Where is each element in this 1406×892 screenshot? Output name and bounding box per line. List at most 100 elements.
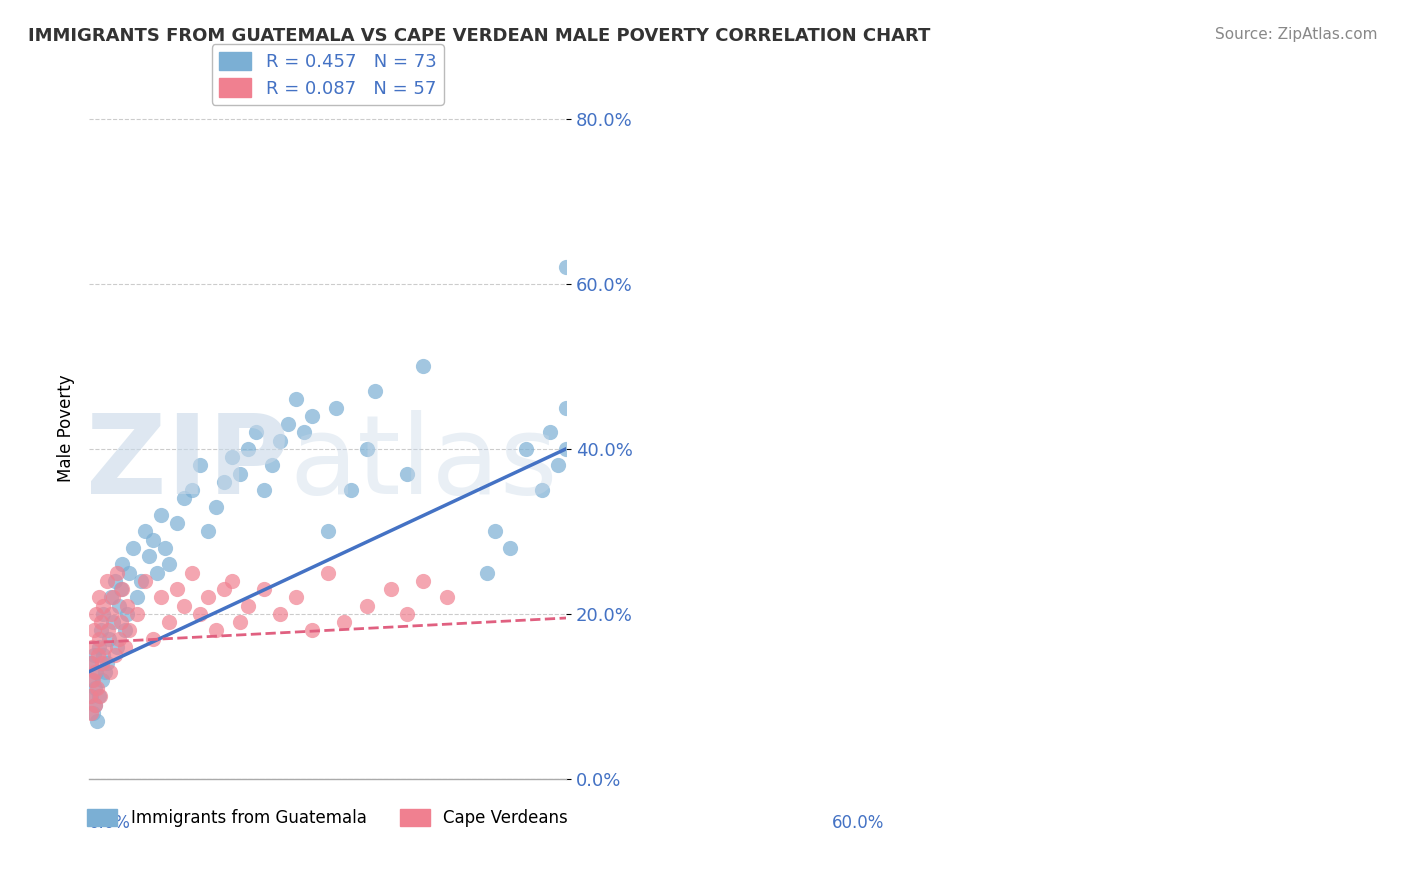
Point — [100, 591, 122, 605]
Text: 60.0%: 60.0% — [832, 814, 884, 832]
Point — [236, 442, 259, 456]
Point — [134, 574, 156, 588]
Point — [101, 591, 124, 605]
Point — [87, 648, 110, 662]
Point — [118, 624, 141, 638]
Point — [138, 549, 160, 563]
Point — [86, 714, 108, 728]
Point — [110, 582, 132, 596]
Point — [83, 648, 105, 662]
Point — [79, 690, 101, 704]
Point — [284, 591, 307, 605]
Point — [245, 425, 267, 440]
Point — [82, 706, 104, 720]
Point — [332, 615, 354, 629]
Point — [260, 458, 283, 473]
Point — [79, 657, 101, 671]
Text: ZIP: ZIP — [86, 409, 290, 516]
Point — [91, 607, 114, 621]
Point — [221, 450, 243, 464]
Point — [94, 640, 117, 654]
Point — [364, 384, 387, 398]
Point — [111, 558, 134, 572]
Point — [197, 591, 219, 605]
Point — [181, 483, 204, 497]
Point — [134, 524, 156, 539]
Point — [173, 491, 195, 506]
Point — [105, 640, 128, 654]
Point — [531, 483, 554, 497]
Point — [412, 359, 434, 374]
Point — [100, 607, 122, 621]
Point — [121, 541, 143, 555]
Point — [110, 615, 132, 629]
Point — [90, 615, 112, 629]
Point — [538, 425, 561, 440]
Point — [96, 657, 118, 671]
Point — [84, 698, 107, 712]
Point — [90, 624, 112, 638]
Point — [84, 665, 107, 679]
Point — [356, 442, 378, 456]
Point — [205, 624, 228, 638]
Point — [82, 673, 104, 687]
Text: 0.0%: 0.0% — [89, 814, 131, 832]
Point — [97, 632, 120, 646]
Point — [396, 467, 419, 481]
Point — [114, 640, 136, 654]
Point — [475, 566, 498, 580]
Point — [96, 574, 118, 588]
Point — [181, 566, 204, 580]
Point — [212, 582, 235, 596]
Point — [555, 260, 578, 275]
Point — [166, 582, 188, 596]
Point — [316, 566, 339, 580]
Point — [205, 500, 228, 514]
Point — [79, 657, 101, 671]
Point — [108, 632, 131, 646]
Y-axis label: Male Poverty: Male Poverty — [58, 375, 75, 482]
Point — [149, 508, 172, 522]
Point — [89, 690, 111, 704]
Point — [269, 434, 291, 448]
Point — [142, 632, 165, 646]
Point — [118, 566, 141, 580]
Point — [325, 401, 347, 415]
Text: atlas: atlas — [290, 409, 558, 516]
Point — [82, 673, 104, 687]
Point — [105, 566, 128, 580]
Point — [515, 442, 537, 456]
Point — [108, 599, 131, 613]
Point — [89, 690, 111, 704]
Point — [125, 607, 148, 621]
Point — [555, 442, 578, 456]
Point — [436, 591, 458, 605]
Point — [90, 657, 112, 671]
Point — [89, 591, 111, 605]
Point — [301, 624, 323, 638]
Text: Source: ZipAtlas.com: Source: ZipAtlas.com — [1215, 27, 1378, 42]
Legend: Immigrants from Guatemala, Cape Verdeans: Immigrants from Guatemala, Cape Verdeans — [80, 802, 575, 834]
Point — [87, 640, 110, 654]
Point — [547, 458, 569, 473]
Point — [499, 541, 522, 555]
Point — [269, 607, 291, 621]
Point — [380, 582, 402, 596]
Point — [114, 624, 136, 638]
Point — [340, 483, 363, 497]
Point — [157, 558, 180, 572]
Point — [94, 665, 117, 679]
Point — [356, 599, 378, 613]
Point — [316, 524, 339, 539]
Point — [80, 690, 103, 704]
Point — [83, 681, 105, 695]
Point — [396, 607, 419, 621]
Point — [86, 681, 108, 695]
Point — [555, 401, 578, 415]
Point — [142, 533, 165, 547]
Point — [103, 574, 125, 588]
Point — [173, 599, 195, 613]
Point — [93, 648, 115, 662]
Point — [253, 582, 276, 596]
Point — [229, 467, 252, 481]
